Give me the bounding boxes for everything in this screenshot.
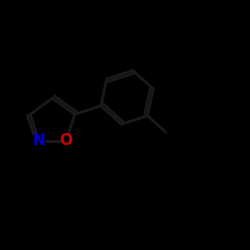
Text: N: N <box>32 133 45 148</box>
Text: O: O <box>60 133 73 148</box>
